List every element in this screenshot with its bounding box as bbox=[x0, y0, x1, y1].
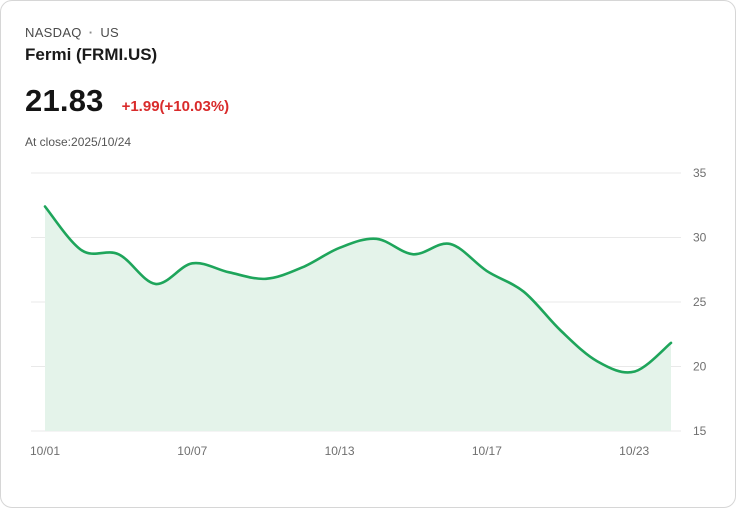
price-chart: 15 20 25 30 35 10/01 10/07 10/13 10/17 10/23 bbox=[19, 163, 711, 468]
price-chart-svg: 15 20 25 30 35 10/01 10/07 10/13 10/17 10/23 bbox=[30, 166, 707, 458]
price-row: 21.83 +1.99(+10.03%) bbox=[25, 83, 711, 119]
svg-text:10/07: 10/07 bbox=[177, 444, 207, 458]
svg-text:10/01: 10/01 bbox=[30, 444, 60, 458]
as-of-label: At close:2025/10/24 bbox=[25, 135, 132, 149]
exchange-label: NASDAQ bbox=[25, 25, 82, 40]
price-change: +1.99(+10.03%) bbox=[121, 98, 230, 115]
svg-text:35: 35 bbox=[693, 166, 707, 180]
last-price: 21.83 bbox=[25, 83, 104, 118]
separator-dot: · bbox=[88, 25, 94, 40]
svg-text:15: 15 bbox=[693, 424, 707, 438]
stock-name: Fermi (FRMI.US) bbox=[25, 45, 158, 64]
svg-text:10/23: 10/23 bbox=[619, 444, 649, 458]
region-label: US bbox=[100, 25, 120, 40]
svg-text:30: 30 bbox=[693, 231, 707, 245]
exchange-row: NASDAQ · US bbox=[25, 25, 711, 40]
svg-text:10/17: 10/17 bbox=[472, 444, 502, 458]
svg-text:10/13: 10/13 bbox=[325, 444, 355, 458]
svg-text:20: 20 bbox=[693, 360, 707, 374]
svg-text:25: 25 bbox=[693, 295, 707, 309]
